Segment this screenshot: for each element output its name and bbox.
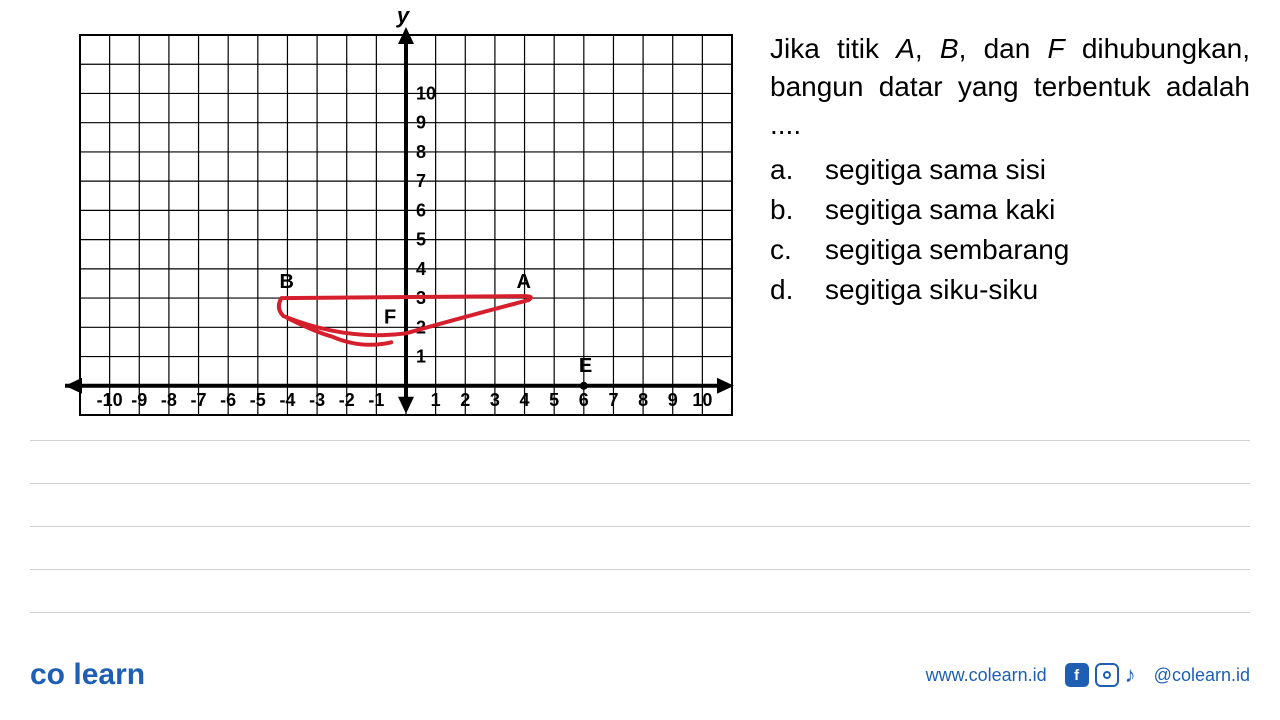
svg-text:-10: -10	[97, 390, 123, 410]
footer-right: www.colearn.id f ♪ @colearn.id	[926, 662, 1250, 688]
ruled-line	[30, 612, 1250, 613]
svg-text:-6: -6	[220, 390, 236, 410]
coordinate-grid-chart: -10-9-8-7-6-5-4-3-2-11234567891012345678…	[30, 5, 740, 425]
svg-text:-5: -5	[250, 390, 266, 410]
tiktok-icon: ♪	[1125, 662, 1136, 688]
footer: co learn www.colearn.id f ♪ @colearn.id	[30, 658, 1250, 692]
svg-text:F: F	[384, 306, 396, 328]
social-handle: @colearn.id	[1154, 665, 1250, 686]
svg-text:A: A	[517, 271, 531, 293]
ruled-line	[30, 483, 1250, 484]
option-row: b.segitiga sama kaki	[770, 191, 1250, 229]
facebook-icon: f	[1065, 663, 1089, 687]
svg-text:E: E	[579, 355, 592, 377]
option-row: a.segitiga sama sisi	[770, 151, 1250, 189]
website-url: www.colearn.id	[926, 665, 1047, 686]
svg-text:1: 1	[416, 347, 426, 367]
svg-text:-8: -8	[161, 390, 177, 410]
svg-text:B: B	[279, 271, 293, 293]
ruled-line	[30, 440, 1250, 441]
logo-suffix: learn	[73, 658, 145, 691]
svg-text:4: 4	[416, 259, 426, 279]
svg-text:9: 9	[668, 390, 678, 410]
social-icons: f ♪	[1065, 662, 1136, 688]
svg-text:-2: -2	[339, 390, 355, 410]
option-row: c.segitiga sembarang	[770, 231, 1250, 269]
svg-text:y: y	[396, 5, 411, 28]
svg-text:2: 2	[460, 390, 470, 410]
svg-text:-4: -4	[279, 390, 295, 410]
svg-text:10: 10	[416, 83, 436, 103]
svg-text:5: 5	[549, 390, 559, 410]
svg-text:3: 3	[490, 390, 500, 410]
svg-text:8: 8	[638, 390, 648, 410]
svg-text:4: 4	[520, 390, 530, 410]
options-list: a.segitiga sama sisib.segitiga sama kaki…	[770, 151, 1250, 308]
svg-text:6: 6	[416, 200, 426, 220]
ruled-line	[30, 526, 1250, 527]
question-panel: Jika titik A, B, dan F dihubungkan, bang…	[740, 5, 1250, 425]
svg-text:-1: -1	[368, 390, 384, 410]
svg-text:1: 1	[431, 390, 441, 410]
svg-text:7: 7	[608, 390, 618, 410]
option-row: d.segitiga siku-siku	[770, 271, 1250, 309]
instagram-icon	[1095, 663, 1119, 687]
svg-text:6: 6	[579, 390, 589, 410]
svg-text:-3: -3	[309, 390, 325, 410]
svg-text:9: 9	[416, 113, 426, 133]
svg-text:5: 5	[416, 230, 426, 250]
svg-text:-7: -7	[191, 390, 207, 410]
answer-lines	[0, 440, 1280, 613]
question-text: Jika titik A, B, dan F dihubungkan, bang…	[770, 30, 1250, 143]
logo: co learn	[30, 658, 145, 692]
logo-prefix: co	[30, 658, 65, 691]
ruled-line	[30, 569, 1250, 570]
svg-text:-9: -9	[131, 390, 147, 410]
svg-text:8: 8	[416, 142, 426, 162]
svg-text:10: 10	[692, 390, 712, 410]
svg-text:7: 7	[416, 171, 426, 191]
